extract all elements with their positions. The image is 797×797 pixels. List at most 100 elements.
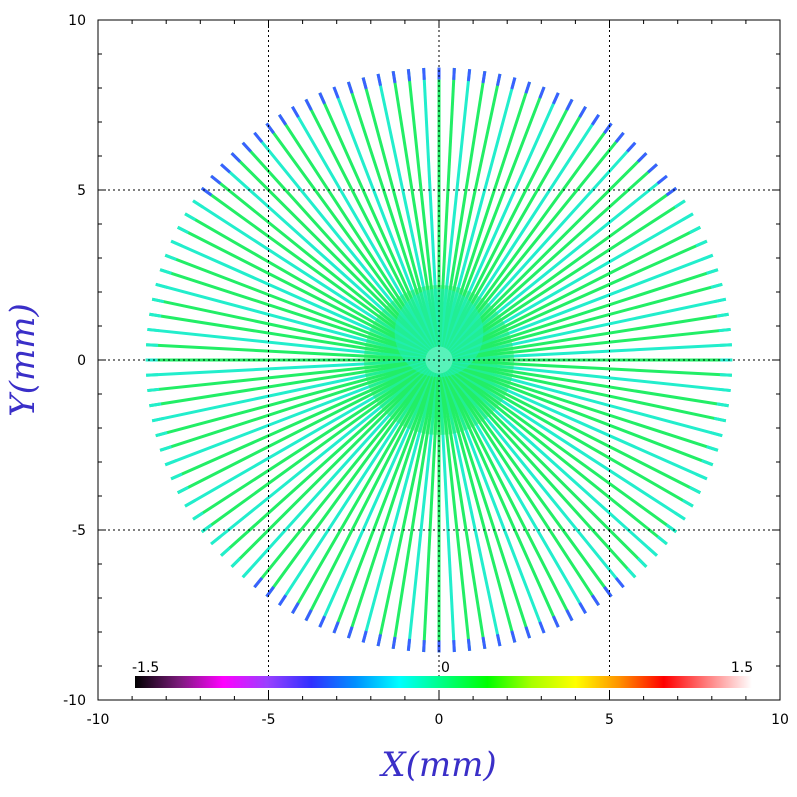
spoke-tip	[510, 630, 517, 643]
y-tick-label: -5	[72, 523, 86, 539]
spoke-tip	[159, 445, 172, 452]
y-tick-label: 0	[77, 353, 86, 369]
spoke-tip	[149, 312, 162, 318]
spoke-tip	[170, 239, 183, 248]
spoke-tip	[538, 621, 546, 634]
spoke-tip	[466, 638, 472, 651]
spoke-tip	[701, 253, 714, 261]
spoke-tip	[406, 638, 412, 651]
spoke-tip	[590, 113, 600, 126]
x-tick-label: -10	[87, 712, 110, 728]
spoke-tip	[614, 577, 625, 589]
spoke-tip	[332, 621, 340, 634]
spoke-tip	[241, 141, 252, 153]
spoke-tip	[147, 327, 160, 333]
spoke-tip	[719, 373, 732, 377]
x-tick-label: 5	[605, 712, 614, 728]
spoke-tip	[406, 69, 412, 82]
spoke-tip	[346, 81, 354, 94]
x-tick-label: -5	[262, 712, 276, 728]
spoke-tip	[695, 239, 708, 248]
spoke-tip	[184, 212, 197, 222]
spoke-tip	[713, 297, 727, 304]
spoke-tip	[332, 86, 340, 99]
spoke-tip	[681, 212, 694, 222]
spoke-tip	[718, 387, 731, 393]
spoke-tip	[170, 472, 183, 481]
spoke-tip	[164, 253, 177, 261]
spoke-tip	[552, 92, 560, 105]
spoke-tip	[481, 70, 487, 84]
spoke-tip	[578, 106, 587, 118]
spoke-tip	[603, 586, 613, 598]
spoke-tip	[496, 634, 502, 647]
spoke-tip	[278, 113, 288, 126]
spoke-tip	[177, 225, 190, 234]
spoke-tip	[665, 523, 678, 534]
spoke-tip	[346, 626, 354, 639]
spoke-tip	[304, 609, 313, 622]
spoke-tip	[713, 416, 727, 423]
spoke-tip	[230, 152, 242, 163]
spoke-tip	[146, 373, 159, 377]
colorbar-gradient	[135, 676, 752, 688]
spoke-tip	[376, 73, 382, 86]
spoke-tip	[496, 73, 502, 86]
spoke-tip	[151, 416, 165, 423]
spoke-tip	[318, 92, 326, 105]
spoke-tip	[647, 546, 658, 557]
spoke-tip	[718, 327, 731, 333]
spoke-tip	[253, 577, 264, 589]
spoke-tip	[361, 630, 368, 643]
spoke-tip	[318, 615, 326, 628]
spoke-tip	[241, 567, 252, 579]
spoke-tip	[192, 199, 204, 209]
spoke-tip	[210, 535, 222, 546]
spoke-tip	[656, 174, 668, 185]
spoke-tip	[146, 343, 159, 347]
spoke-series	[145, 67, 733, 653]
spoke-tip	[151, 297, 165, 304]
spoke-tip	[422, 640, 426, 653]
spoke-tip	[291, 602, 300, 614]
spoke-tip	[210, 174, 222, 185]
spoke-tip	[159, 268, 172, 275]
spoke-tip	[164, 459, 177, 467]
spoke-tip	[565, 98, 574, 111]
x-tick-label: 0	[435, 712, 444, 728]
spoke-tip	[253, 131, 264, 143]
spoke-tip	[452, 67, 456, 80]
spoke-tip	[192, 511, 204, 521]
spoke-tip	[656, 535, 668, 546]
spoke-tip	[688, 225, 701, 234]
spoke-tip	[710, 431, 723, 438]
spoke-tip	[688, 486, 701, 495]
spoke-tip	[674, 511, 686, 521]
spoke-tip	[578, 602, 587, 614]
spoke-core-highlight	[394, 288, 484, 378]
colorbar: -1.5 0 1.5	[132, 660, 753, 688]
spoke-tip	[565, 609, 574, 622]
spoke-tip	[674, 199, 686, 209]
spoke-tip	[695, 472, 708, 481]
spoke-tip	[647, 163, 658, 174]
spoke-tip	[220, 163, 231, 174]
spoke-tip	[147, 387, 160, 393]
spoke-tip	[391, 636, 397, 650]
y-tick-label: -10	[63, 693, 86, 709]
y-tick-label: 5	[77, 183, 86, 199]
spoke-tip	[719, 343, 732, 347]
spoke-tip	[636, 557, 648, 568]
spoke-tip	[291, 106, 300, 118]
spoke-tip	[220, 546, 231, 557]
spoke-tip	[200, 186, 213, 197]
spoke-tip	[510, 77, 517, 90]
spoke-tip	[230, 557, 242, 568]
spoke-tip	[706, 445, 719, 452]
tick-labels: -10 -5 0 5 10 -10 -5 0 5 10	[63, 13, 789, 728]
spoke-tip	[603, 122, 613, 134]
grid-lines	[98, 20, 780, 700]
spoke-tip	[481, 636, 487, 650]
spoke-tip	[452, 640, 456, 653]
